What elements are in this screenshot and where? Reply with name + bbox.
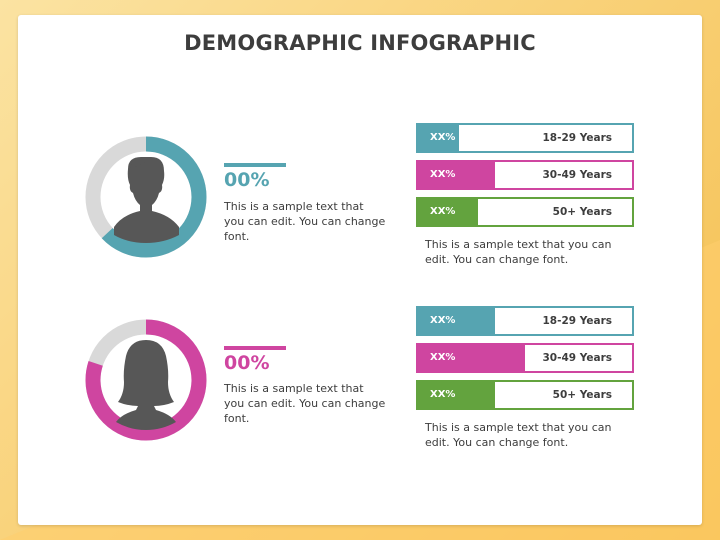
bar-fill xyxy=(418,125,459,151)
male-bar-50-plus: XX% 50+ Years xyxy=(416,197,634,227)
bar-value: XX% xyxy=(430,389,456,400)
male-silhouette-icon xyxy=(114,157,179,243)
bar-age-label: 18-29 Years xyxy=(542,132,612,144)
female-bar-50-plus: XX% 50+ Years xyxy=(416,380,634,410)
bar-value: XX% xyxy=(430,132,456,143)
male-donut-chart xyxy=(85,136,207,258)
female-silhouette-icon xyxy=(116,340,176,430)
male-donut-arc xyxy=(85,136,207,258)
female-description: This is a sample text that you can edit.… xyxy=(224,382,386,425)
female-donut-arc xyxy=(85,319,207,441)
bar-fill xyxy=(418,162,496,188)
female-donut-chart xyxy=(85,319,207,441)
slide-card: DEMOGRAPHIC INFOGRAPHIC 00% This is a sa… xyxy=(18,15,702,525)
female-bar-18-29: XX% 18-29 Years xyxy=(416,306,634,336)
page-title: DEMOGRAPHIC INFOGRAPHIC xyxy=(184,31,536,55)
male-percent-underline xyxy=(224,163,286,167)
male-bar-30-49: XX% 30-49 Years xyxy=(416,160,634,190)
male-percent: 00% xyxy=(224,169,270,191)
male-bar-18-29: XX% 18-29 Years xyxy=(416,123,634,153)
female-percent-underline xyxy=(224,346,286,350)
female-percent: 00% xyxy=(224,352,270,374)
bar-value: XX% xyxy=(430,315,456,326)
male-description: This is a sample text that you can edit.… xyxy=(224,200,386,243)
bar-age-label: 30-49 Years xyxy=(542,352,612,364)
male-note: This is a sample text that you can edit.… xyxy=(425,238,612,266)
bar-value: XX% xyxy=(430,352,456,363)
bar-fill xyxy=(418,382,496,408)
female-note: This is a sample text that you can edit.… xyxy=(425,421,612,449)
bar-value: XX% xyxy=(430,206,456,217)
bar-fill xyxy=(418,345,525,371)
bar-age-label: 18-29 Years xyxy=(542,315,612,327)
bar-age-label: 50+ Years xyxy=(552,206,612,218)
bar-age-label: 50+ Years xyxy=(552,389,612,401)
bar-fill xyxy=(418,199,478,225)
bar-value: XX% xyxy=(430,169,456,180)
bar-age-label: 30-49 Years xyxy=(542,169,612,181)
bar-fill xyxy=(418,308,496,334)
female-bar-30-49: XX% 30-49 Years xyxy=(416,343,634,373)
